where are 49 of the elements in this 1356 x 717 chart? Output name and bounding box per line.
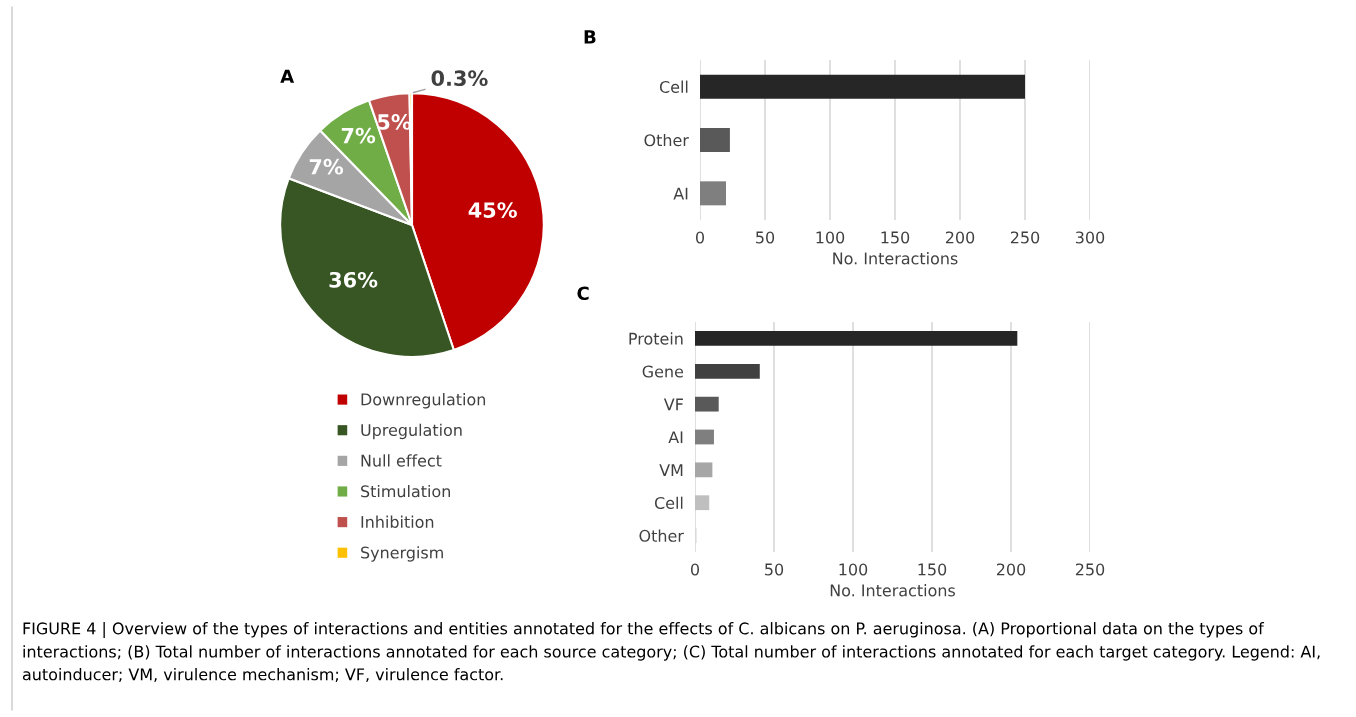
y-tick-label: AI [673,187,688,200]
bar [700,74,1025,99]
y-tick-label: Cell [654,496,683,510]
x-tick-label: 100 [816,231,845,244]
bar [695,331,1018,346]
y-tick-label: Other [639,529,684,542]
x-tick-label: 200 [996,563,1026,576]
data-label: 0.3% [431,70,488,87]
x-tick-label: 300 [1075,231,1105,244]
x-tick-label: 100 [839,563,868,576]
x-tick-label: 50 [765,563,784,576]
y-tick-label: VM [659,464,683,476]
bar [695,462,713,478]
chart-title: A [280,69,295,83]
data-label: 7% [309,158,344,175]
x-axis-title: No. Interactions [830,584,956,597]
chart-title: C [577,286,589,301]
legend-label: Null effect [361,454,442,467]
legend-label: Synergism [361,546,443,562]
chart-title: B [584,30,596,44]
x-tick-label: 250 [1075,563,1105,576]
y-tick-label: Protein [629,332,683,345]
y-tick-label: Cell [659,80,688,93]
data-label: 45% [468,202,517,218]
x-tick-label: 200 [945,231,975,244]
bar [695,495,710,511]
x-tick-label: 50 [756,231,775,244]
x-axis-title: No. Interactions [833,252,958,265]
bar [700,181,726,206]
bar [695,396,719,412]
legend-label: Upregulation [361,423,462,440]
y-tick-label: Other [644,133,689,147]
y-tick-label: Gene [642,365,684,378]
legend-label: Downregulation [361,393,486,409]
x-tick-label: 250 [1010,231,1040,244]
x-tick-label: 0 [690,563,700,576]
bar [695,363,760,379]
bar [700,128,730,152]
y-tick-label: AI [668,431,683,444]
caption: FIGURE 4 | Overview of the types of interactions and entities annotated for the effects of C. albicans on P. aeruginosa. (A) Proportional data on the types of interactions; (B) Total number of interactions annotated for each source category; (C) Total number of interactions annotated for each target category. Legend: AI, autoinducer; VM, virulence mechanism; VF, virulence factor. [22,622,1320,682]
data-label: 7% [341,127,376,144]
legend-label: Stimulation [361,484,450,498]
x-tick-label: 150 [881,231,910,244]
y-tick-label: VF [663,398,683,411]
x-tick-label: 150 [918,563,947,576]
x-tick-label: 0 [695,231,705,244]
data-label: 36% [329,271,378,288]
legend-label: Inhibition [361,515,434,528]
bar [695,429,714,445]
